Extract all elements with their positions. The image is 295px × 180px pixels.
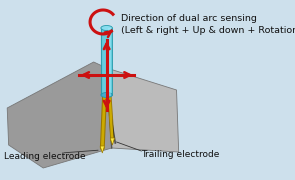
Text: Trailing electrode: Trailing electrode <box>141 150 219 159</box>
Polygon shape <box>7 62 112 168</box>
Text: Direction of dual arc sensing
(Left & right + Up & down + Rotation): Direction of dual arc sensing (Left & ri… <box>121 14 295 35</box>
Polygon shape <box>100 146 104 153</box>
Polygon shape <box>101 28 112 95</box>
Text: Leading electrode: Leading electrode <box>4 152 85 161</box>
Polygon shape <box>106 68 179 152</box>
Ellipse shape <box>101 93 112 98</box>
Ellipse shape <box>101 26 112 30</box>
Polygon shape <box>110 138 114 145</box>
